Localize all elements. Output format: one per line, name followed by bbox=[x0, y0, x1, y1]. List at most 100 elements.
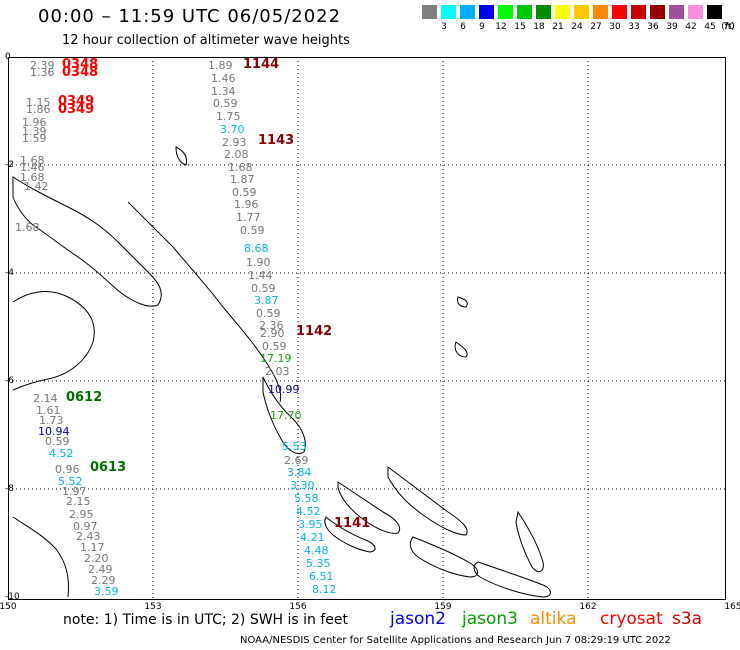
wave-height-label: 0.96 bbox=[55, 463, 80, 476]
wave-height-label: 1.87 bbox=[230, 173, 255, 186]
wave-height-label: 0.59 bbox=[240, 224, 265, 237]
wave-height-label: 2.95 bbox=[69, 508, 94, 521]
color-scale-swatch bbox=[498, 5, 513, 19]
pass-number-label: 0349 bbox=[58, 102, 95, 117]
satellite-legend-item: altika bbox=[530, 609, 577, 629]
wave-height-label: 0.59 bbox=[262, 340, 287, 353]
wave-height-label: 1.96 bbox=[22, 116, 47, 129]
new-ireland-coast bbox=[127, 201, 282, 403]
satellite-legend-item: jason3 bbox=[462, 609, 518, 629]
wave-height-label: 1.96 bbox=[234, 198, 259, 211]
wave-height-label: 2.29 bbox=[91, 574, 116, 587]
wave-height-label: 3.84 bbox=[287, 466, 312, 479]
pass-number-label: 0349 bbox=[58, 94, 95, 109]
latitude-tick: -6 bbox=[5, 376, 14, 386]
color-scale-tick: 3 bbox=[441, 22, 447, 32]
color-scale-swatch bbox=[422, 5, 437, 19]
wave-height-label: 4.21 bbox=[300, 531, 325, 544]
color-scale-unit: (ft) bbox=[721, 22, 735, 32]
wave-height-label: 1.44 bbox=[248, 269, 273, 282]
wave-height-label: 0.59 bbox=[232, 186, 257, 199]
latitude-tick: -2 bbox=[5, 160, 14, 170]
satellite-legend-item: s3a bbox=[672, 609, 703, 629]
wave-height-label: 1.15 bbox=[26, 96, 51, 109]
papua-coast bbox=[12, 516, 69, 598]
satellite-legend-item: jason2 bbox=[390, 609, 446, 629]
latitude-tick: -10 bbox=[5, 592, 20, 602]
wave-height-label: 5.53 bbox=[282, 440, 307, 453]
coastlines bbox=[12, 146, 551, 598]
color-scale-swatch bbox=[650, 5, 665, 19]
wave-height-label: 1.46 bbox=[211, 72, 236, 85]
wave-height-label: 1.73 bbox=[39, 414, 64, 427]
pass-number-label: 0348 bbox=[62, 65, 99, 80]
color-scale-swatch bbox=[479, 5, 494, 19]
wave-height-label: 1.61 bbox=[36, 404, 61, 417]
pass-number-label: 0612 bbox=[66, 390, 103, 405]
wave-height-label: 4.52 bbox=[49, 447, 74, 460]
wave-height-label: 1.77 bbox=[236, 211, 261, 224]
wave-height-label: 1.68 bbox=[228, 161, 253, 174]
pass-number-label: 0348 bbox=[62, 57, 99, 72]
color-scale-swatch bbox=[707, 5, 722, 19]
wave-height-label: 1.90 bbox=[246, 256, 271, 269]
color-scale-tick: 24 bbox=[571, 22, 583, 32]
wave-height-label: 0.59 bbox=[213, 97, 238, 110]
color-scale-tick: 42 bbox=[685, 22, 697, 32]
color-scale-tick: 70 bbox=[723, 22, 735, 32]
malaita-coast bbox=[515, 510, 544, 573]
wave-height-label: 2.43 bbox=[76, 530, 101, 543]
choiseul-coast bbox=[337, 481, 401, 534]
wave-height-label: 0.59 bbox=[251, 282, 276, 295]
pass-number-label: 1144 bbox=[243, 57, 280, 72]
new-britain-south-coast bbox=[12, 291, 95, 391]
bougainville-coast bbox=[262, 376, 306, 454]
color-scale-tick: 6 bbox=[460, 22, 466, 32]
wave-height-label: 0.97 bbox=[73, 520, 98, 533]
wave-height-label: 1.42 bbox=[24, 180, 49, 193]
color-scale-tick: 21 bbox=[552, 22, 564, 32]
map-title: 00:00 – 11:59 UTC 06/05/2022 bbox=[38, 6, 342, 27]
wave-height-label: 10.94 bbox=[38, 425, 70, 438]
wave-height-label: 1.86 bbox=[26, 103, 51, 116]
pass-number-label: 1142 bbox=[296, 324, 333, 339]
color-scale-tick: 45 bbox=[704, 22, 716, 32]
wave-height-label: 2.49 bbox=[88, 563, 113, 576]
wave-height-label: 3.30 bbox=[290, 479, 315, 492]
color-scale-swatch bbox=[555, 5, 570, 19]
wave-height-label: 6.51 bbox=[309, 570, 334, 583]
wave-height-label: 1.46 bbox=[20, 161, 45, 174]
wave-height-label: 3.70 bbox=[220, 123, 245, 136]
color-scale-swatch bbox=[441, 5, 456, 19]
color-scale-swatch bbox=[460, 5, 475, 19]
pass-number-label: 1141 bbox=[334, 516, 371, 531]
latitude-tick: -4 bbox=[5, 268, 14, 278]
wave-height-label: 0.59 bbox=[256, 307, 281, 320]
color-scale-tick: 36 bbox=[647, 22, 659, 32]
wave-height-label: 2.90 bbox=[260, 327, 285, 340]
pass-number-label: 1143 bbox=[258, 133, 295, 148]
wave-height-label: 4.52 bbox=[296, 505, 321, 518]
map-panel bbox=[8, 57, 726, 600]
santa-isabel-coast bbox=[387, 466, 468, 536]
wave-height-label: 5.35 bbox=[306, 557, 331, 570]
color-scale-swatch bbox=[612, 5, 627, 19]
color-scale-swatch bbox=[536, 5, 551, 19]
new-britain-coast bbox=[12, 176, 162, 307]
wave-height-label: 2.36 bbox=[259, 319, 284, 332]
longitude-tick: 153 bbox=[144, 602, 162, 612]
wave-height-label: 5.58 bbox=[294, 492, 319, 505]
footer-note: note: 1) Time is in UTC; 2) SWH is in fe… bbox=[63, 612, 349, 628]
wave-height-label: 2.14 bbox=[33, 392, 58, 405]
small-islet-coast bbox=[454, 341, 468, 358]
graticule-grid bbox=[8, 57, 726, 600]
wave-height-label: 1.59 bbox=[22, 132, 47, 145]
color-scale-swatch bbox=[517, 5, 532, 19]
makira-coast bbox=[473, 561, 551, 598]
wave-height-label: 1.68 bbox=[20, 154, 45, 167]
wave-height-label: 1.34 bbox=[211, 85, 236, 98]
longitude-tick: 150 bbox=[0, 602, 17, 612]
wave-height-label: 1.68 bbox=[20, 171, 45, 184]
wave-height-label: 2.69 bbox=[284, 454, 309, 467]
north-islet-coast bbox=[175, 146, 187, 166]
